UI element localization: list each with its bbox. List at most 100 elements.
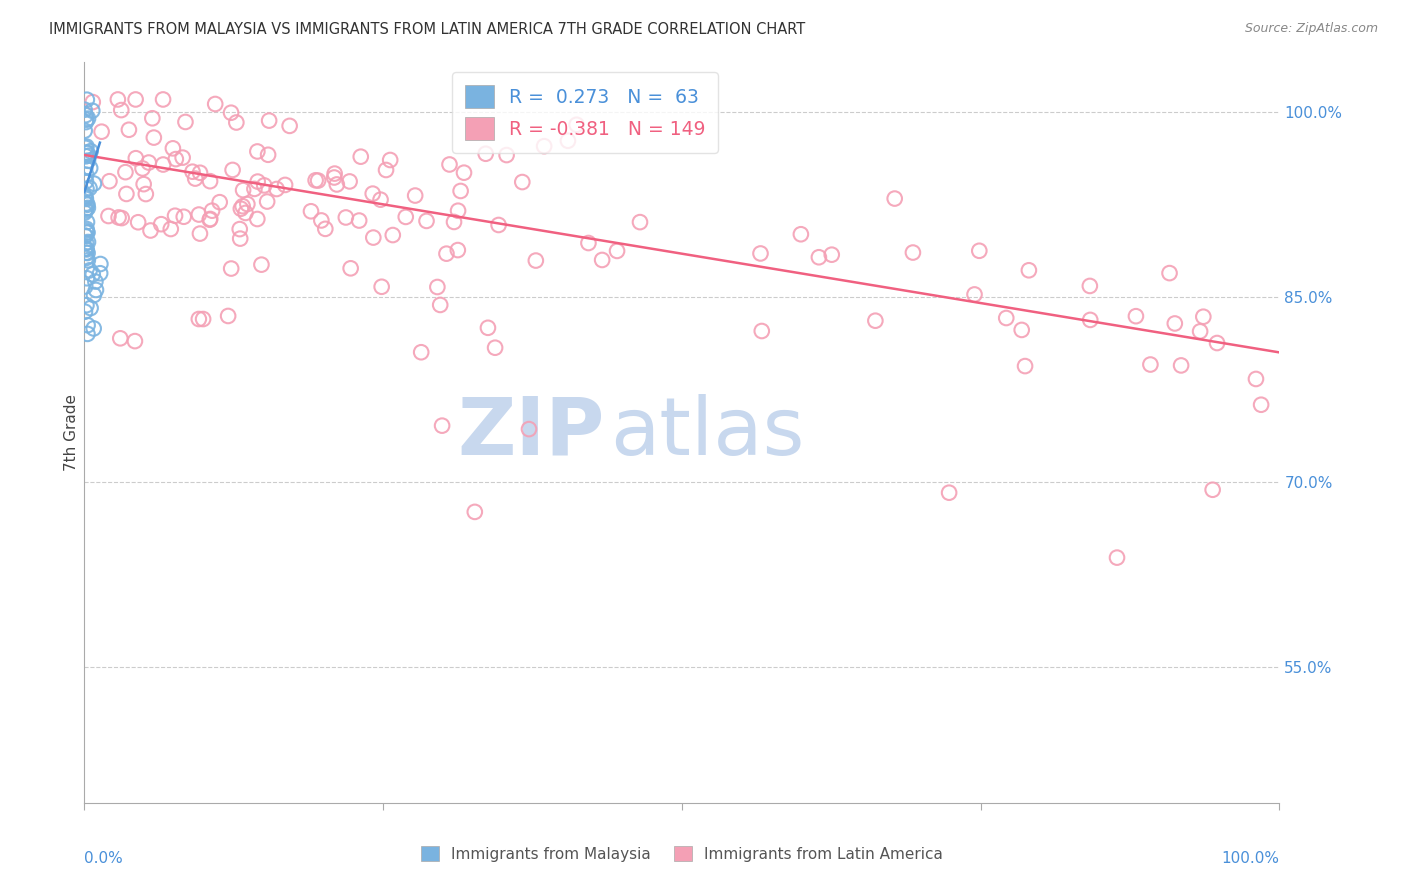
Point	[73, 205, 96, 219]
Point	[77, 148, 100, 162]
Point	[188, 166, 211, 180]
Point	[107, 93, 129, 107]
Point	[75, 141, 97, 155]
Point	[250, 258, 273, 272]
Text: 100.0%: 100.0%	[1222, 851, 1279, 866]
Point	[323, 167, 346, 181]
Point	[131, 161, 153, 176]
Point	[75, 229, 97, 244]
Point	[883, 192, 905, 206]
Point	[510, 175, 533, 189]
Point	[191, 312, 214, 326]
Point	[533, 139, 555, 153]
Text: ZIP: ZIP	[457, 393, 605, 472]
Point	[198, 212, 221, 227]
Point	[381, 228, 404, 243]
Point	[246, 212, 269, 227]
Point	[77, 112, 100, 126]
Point	[524, 253, 547, 268]
Point	[75, 279, 97, 293]
Point	[266, 182, 288, 196]
Point	[426, 280, 449, 294]
Point	[152, 157, 174, 171]
Point	[1159, 266, 1181, 280]
Point	[76, 318, 98, 333]
Point	[118, 122, 141, 136]
Point	[89, 266, 111, 280]
Point	[350, 150, 373, 164]
Point	[326, 178, 349, 192]
Point	[221, 162, 243, 177]
Point	[256, 194, 278, 209]
Point	[150, 217, 173, 231]
Point	[628, 215, 651, 229]
Point	[76, 198, 98, 212]
Point	[339, 261, 361, 276]
Point	[339, 174, 361, 188]
Point	[204, 97, 226, 112]
Point	[363, 230, 385, 244]
Point	[201, 203, 224, 218]
Point	[89, 257, 111, 271]
Point	[299, 204, 322, 219]
Point	[257, 148, 280, 162]
Point	[75, 196, 97, 211]
Point	[411, 345, 433, 359]
Point	[749, 246, 772, 260]
Point	[439, 157, 461, 171]
Point	[173, 210, 195, 224]
Point	[565, 118, 588, 132]
Point	[82, 95, 104, 109]
Point	[124, 93, 146, 107]
Point	[75, 174, 97, 188]
Point	[79, 161, 101, 175]
Point	[125, 151, 148, 165]
Point	[969, 244, 991, 258]
Point	[495, 148, 517, 162]
Point	[236, 197, 259, 211]
Point	[1170, 359, 1192, 373]
Text: Source: ZipAtlas.com: Source: ZipAtlas.com	[1244, 22, 1378, 36]
Point	[110, 103, 132, 117]
Point	[141, 112, 163, 126]
Point	[311, 213, 333, 227]
Point	[453, 166, 475, 180]
Point	[1206, 336, 1229, 351]
Point	[77, 153, 100, 168]
Point	[217, 309, 239, 323]
Point	[82, 268, 104, 282]
Point	[76, 146, 98, 161]
Point	[75, 235, 97, 250]
Point	[865, 314, 887, 328]
Point	[257, 113, 280, 128]
Point	[124, 334, 146, 348]
Point	[232, 183, 254, 197]
Point	[274, 178, 297, 192]
Point	[162, 141, 184, 155]
Point	[75, 161, 97, 175]
Point	[76, 243, 98, 257]
Point	[1125, 309, 1147, 323]
Point	[75, 190, 97, 204]
Point	[307, 173, 329, 187]
Point	[75, 251, 97, 265]
Point	[187, 312, 209, 326]
Point	[76, 226, 98, 240]
Point	[76, 145, 98, 160]
Point	[243, 182, 266, 196]
Point	[430, 418, 453, 433]
Point	[1189, 324, 1212, 338]
Point	[443, 215, 465, 229]
Point	[76, 182, 98, 196]
Point	[1139, 358, 1161, 372]
Point	[115, 186, 138, 201]
Point	[132, 177, 155, 191]
Point	[380, 153, 402, 167]
Point	[75, 245, 97, 260]
Point	[436, 246, 458, 260]
Point	[464, 505, 486, 519]
Point	[578, 235, 600, 250]
Point	[79, 301, 101, 315]
Point	[477, 320, 499, 334]
Point	[484, 341, 506, 355]
